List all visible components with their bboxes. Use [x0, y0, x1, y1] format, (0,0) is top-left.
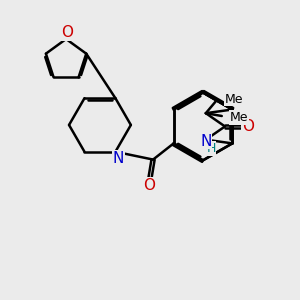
Text: N: N — [200, 134, 212, 149]
Text: Me: Me — [230, 111, 248, 124]
Text: H: H — [206, 142, 216, 155]
Text: O: O — [61, 25, 74, 40]
Text: Me: Me — [224, 93, 243, 106]
Text: O: O — [242, 119, 254, 134]
Text: N: N — [113, 151, 124, 166]
Text: O: O — [142, 178, 154, 193]
